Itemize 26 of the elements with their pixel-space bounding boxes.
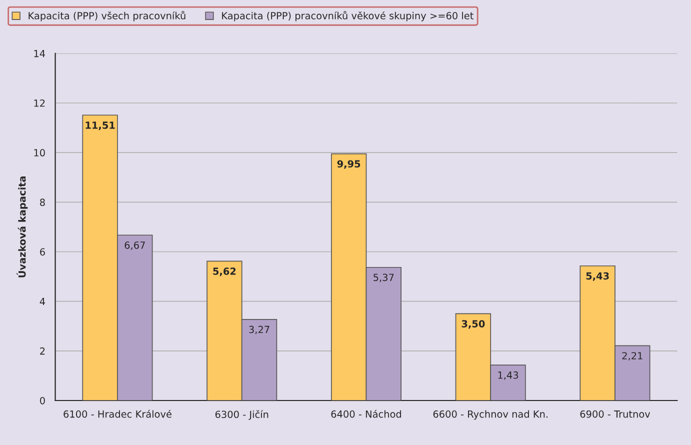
x-tick-label: 6300 - Jičín [215, 410, 268, 420]
x-tick-label: 6400 - Náchod [331, 410, 401, 418]
data-label: 9,95 [337, 160, 360, 169]
data-label: 3,27 [249, 326, 270, 334]
x-tick-label: 6900 - Trutnov [580, 410, 650, 418]
y-tick-label: 0 [40, 396, 45, 404]
legend-label: Kapacita (PPP) všech pracovníků [28, 10, 186, 22]
data-label: 6,67 [124, 242, 145, 250]
legend-label: Kapacita (PPP) pracovníků věkové skupiny >=60 let [222, 10, 474, 22]
y-tick-label: 6 [40, 248, 45, 256]
data-label: 5,43 [586, 272, 609, 281]
data-label: 1,43 [498, 371, 518, 380]
data-label: 2,21 [622, 352, 642, 360]
y-tick-label: 2 [40, 347, 45, 355]
data-label: 5,37 [374, 274, 394, 282]
data-label: 11,51 [86, 122, 115, 130]
data-label: 5,62 [213, 268, 236, 276]
y-axis-title: Úvazková kapacita [16, 176, 28, 278]
y-tick-label: 12 [34, 99, 45, 107]
y-tick-label: 14 [34, 50, 46, 58]
x-tick-label: 6600 - Rychnov nad Kn. [433, 410, 548, 420]
x-tick-label: 6100 - Hradec Králové [64, 410, 172, 418]
y-tick-label: 8 [40, 198, 45, 206]
data-label: 3,50 [462, 320, 485, 329]
y-tick-label: 10 [34, 149, 45, 156]
y-tick-label: 4 [40, 298, 46, 306]
